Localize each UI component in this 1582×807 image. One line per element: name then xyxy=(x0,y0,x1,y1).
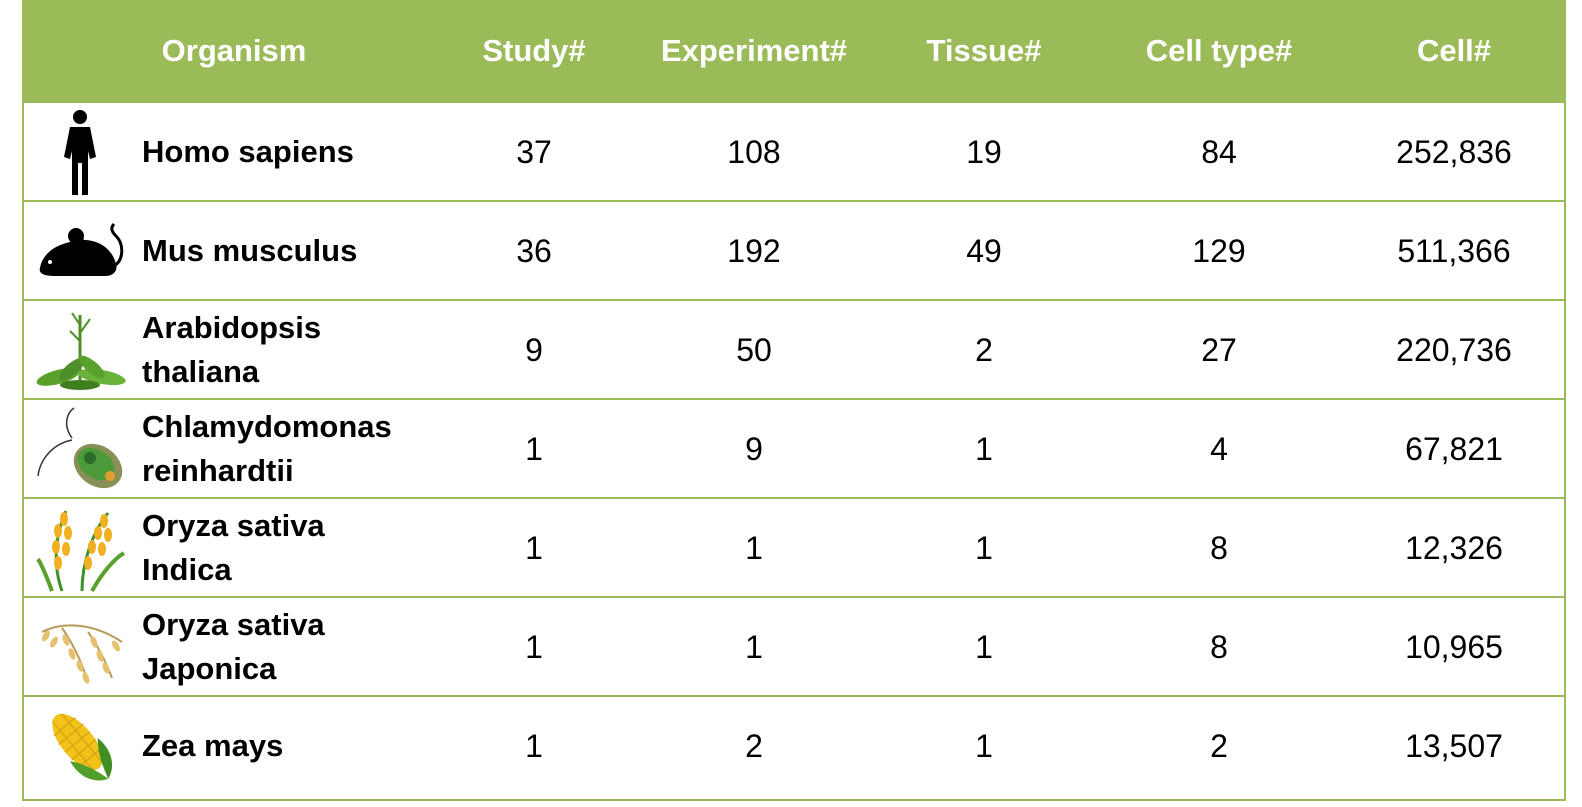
study-count: 9 xyxy=(525,332,543,368)
experiment-count: 108 xyxy=(727,134,781,170)
cell-type-count: 4 xyxy=(1210,431,1228,467)
table-row: Oryza sativa Indica 1 1 1 8 12,326 xyxy=(24,497,1564,597)
experiment-count: 50 xyxy=(736,332,772,368)
rice-indica-icon xyxy=(32,503,128,593)
tissue-count: 1 xyxy=(975,629,993,665)
study-count: 1 xyxy=(525,431,543,467)
tissue-count: 1 xyxy=(975,530,993,566)
study-count: 1 xyxy=(525,728,543,764)
organism-name-line1: Oryza sativa xyxy=(142,607,325,642)
organism-name-line1: Arabidopsis xyxy=(142,310,322,345)
cell-count: 12,326 xyxy=(1405,530,1503,566)
study-count: 37 xyxy=(516,134,552,170)
organism-name-line1: Mus musculus xyxy=(142,233,358,268)
experiment-count: 2 xyxy=(745,728,763,764)
table-row: Mus musculus 36 192 49 129 511,366 xyxy=(24,200,1564,300)
cell-type-count: 129 xyxy=(1192,233,1246,269)
organism-name-line1: Oryza sativa xyxy=(142,508,325,543)
tissue-count: 19 xyxy=(966,134,1002,170)
header-organism: Organism xyxy=(161,33,307,68)
organism-name-line1: Chlamydomonas xyxy=(142,409,392,444)
table-row: Zea mays 1 2 1 2 13,507 xyxy=(24,695,1564,795)
cell-count: 252,836 xyxy=(1396,134,1512,170)
organism-name-line2: Japonica xyxy=(142,651,277,686)
table-row: Oryza sativa Japonica 1 1 1 8 10,965 xyxy=(24,596,1564,696)
experiment-count: 9 xyxy=(745,431,763,467)
human-icon xyxy=(32,107,128,197)
cell-count: 13,507 xyxy=(1405,728,1503,764)
header-tissue: Tissue# xyxy=(926,33,1042,68)
mouse-icon xyxy=(32,206,128,296)
organism-name: Chlamydomonas reinhardtii xyxy=(142,400,442,498)
rice-japonica-icon xyxy=(32,602,128,692)
table-row: Chlamydomonas reinhardtii 1 9 1 4 67,821 xyxy=(24,398,1564,498)
organism-name-line1: Zea mays xyxy=(142,728,284,763)
organism-name: Arabidopsis thaliana xyxy=(142,301,442,399)
organism-name: Oryza sativa Indica xyxy=(142,499,442,597)
experiment-count: 1 xyxy=(745,629,763,665)
study-count: 1 xyxy=(525,530,543,566)
organism-name-line2: Indica xyxy=(142,552,232,587)
cell-type-count: 2 xyxy=(1210,728,1228,764)
study-count: 36 xyxy=(516,233,552,269)
cell-type-count: 8 xyxy=(1210,629,1228,665)
cell-count: 10,965 xyxy=(1405,629,1503,665)
organism-name-line2: thaliana xyxy=(142,354,260,389)
corn-icon xyxy=(32,701,128,791)
organism-name: Homo sapiens xyxy=(142,103,442,201)
study-count: 1 xyxy=(525,629,543,665)
tissue-count: 49 xyxy=(966,233,1002,269)
experiment-count: 192 xyxy=(727,233,781,269)
table-row: Arabidopsis thaliana 9 50 2 27 220,736 xyxy=(24,299,1564,399)
organism-name: Mus musculus xyxy=(142,202,442,300)
header-experiment: Experiment# xyxy=(660,33,848,68)
organism-name-line2: reinhardtii xyxy=(142,453,294,488)
organism-name-line1: Homo sapiens xyxy=(142,134,354,169)
organism-statistics-table: Organism Study# Experiment# Tissue# Cell… xyxy=(22,0,1566,801)
header-cell-type: Cell type# xyxy=(1145,33,1293,68)
cell-type-count: 27 xyxy=(1201,332,1237,368)
tissue-count: 1 xyxy=(975,728,993,764)
tissue-count: 1 xyxy=(975,431,993,467)
cell-count: 511,366 xyxy=(1397,233,1511,269)
tissue-count: 2 xyxy=(975,332,993,368)
arabidopsis-icon xyxy=(32,305,128,395)
cell-count: 220,736 xyxy=(1396,332,1512,368)
table-row: Homo sapiens 37 108 19 84 252,836 xyxy=(24,101,1564,201)
organism-name: Oryza sativa Japonica xyxy=(142,598,442,696)
organism-name: Zea mays xyxy=(142,697,442,795)
table-header: Organism Study# Experiment# Tissue# Cell… xyxy=(24,0,1564,101)
header-study: Study# xyxy=(482,33,586,68)
experiment-count: 1 xyxy=(745,530,763,566)
cell-type-count: 8 xyxy=(1210,530,1228,566)
chlamydomonas-icon xyxy=(32,404,128,494)
cell-type-count: 84 xyxy=(1201,134,1237,170)
header-cell: Cell# xyxy=(1416,33,1492,68)
cell-count: 67,821 xyxy=(1405,431,1503,467)
